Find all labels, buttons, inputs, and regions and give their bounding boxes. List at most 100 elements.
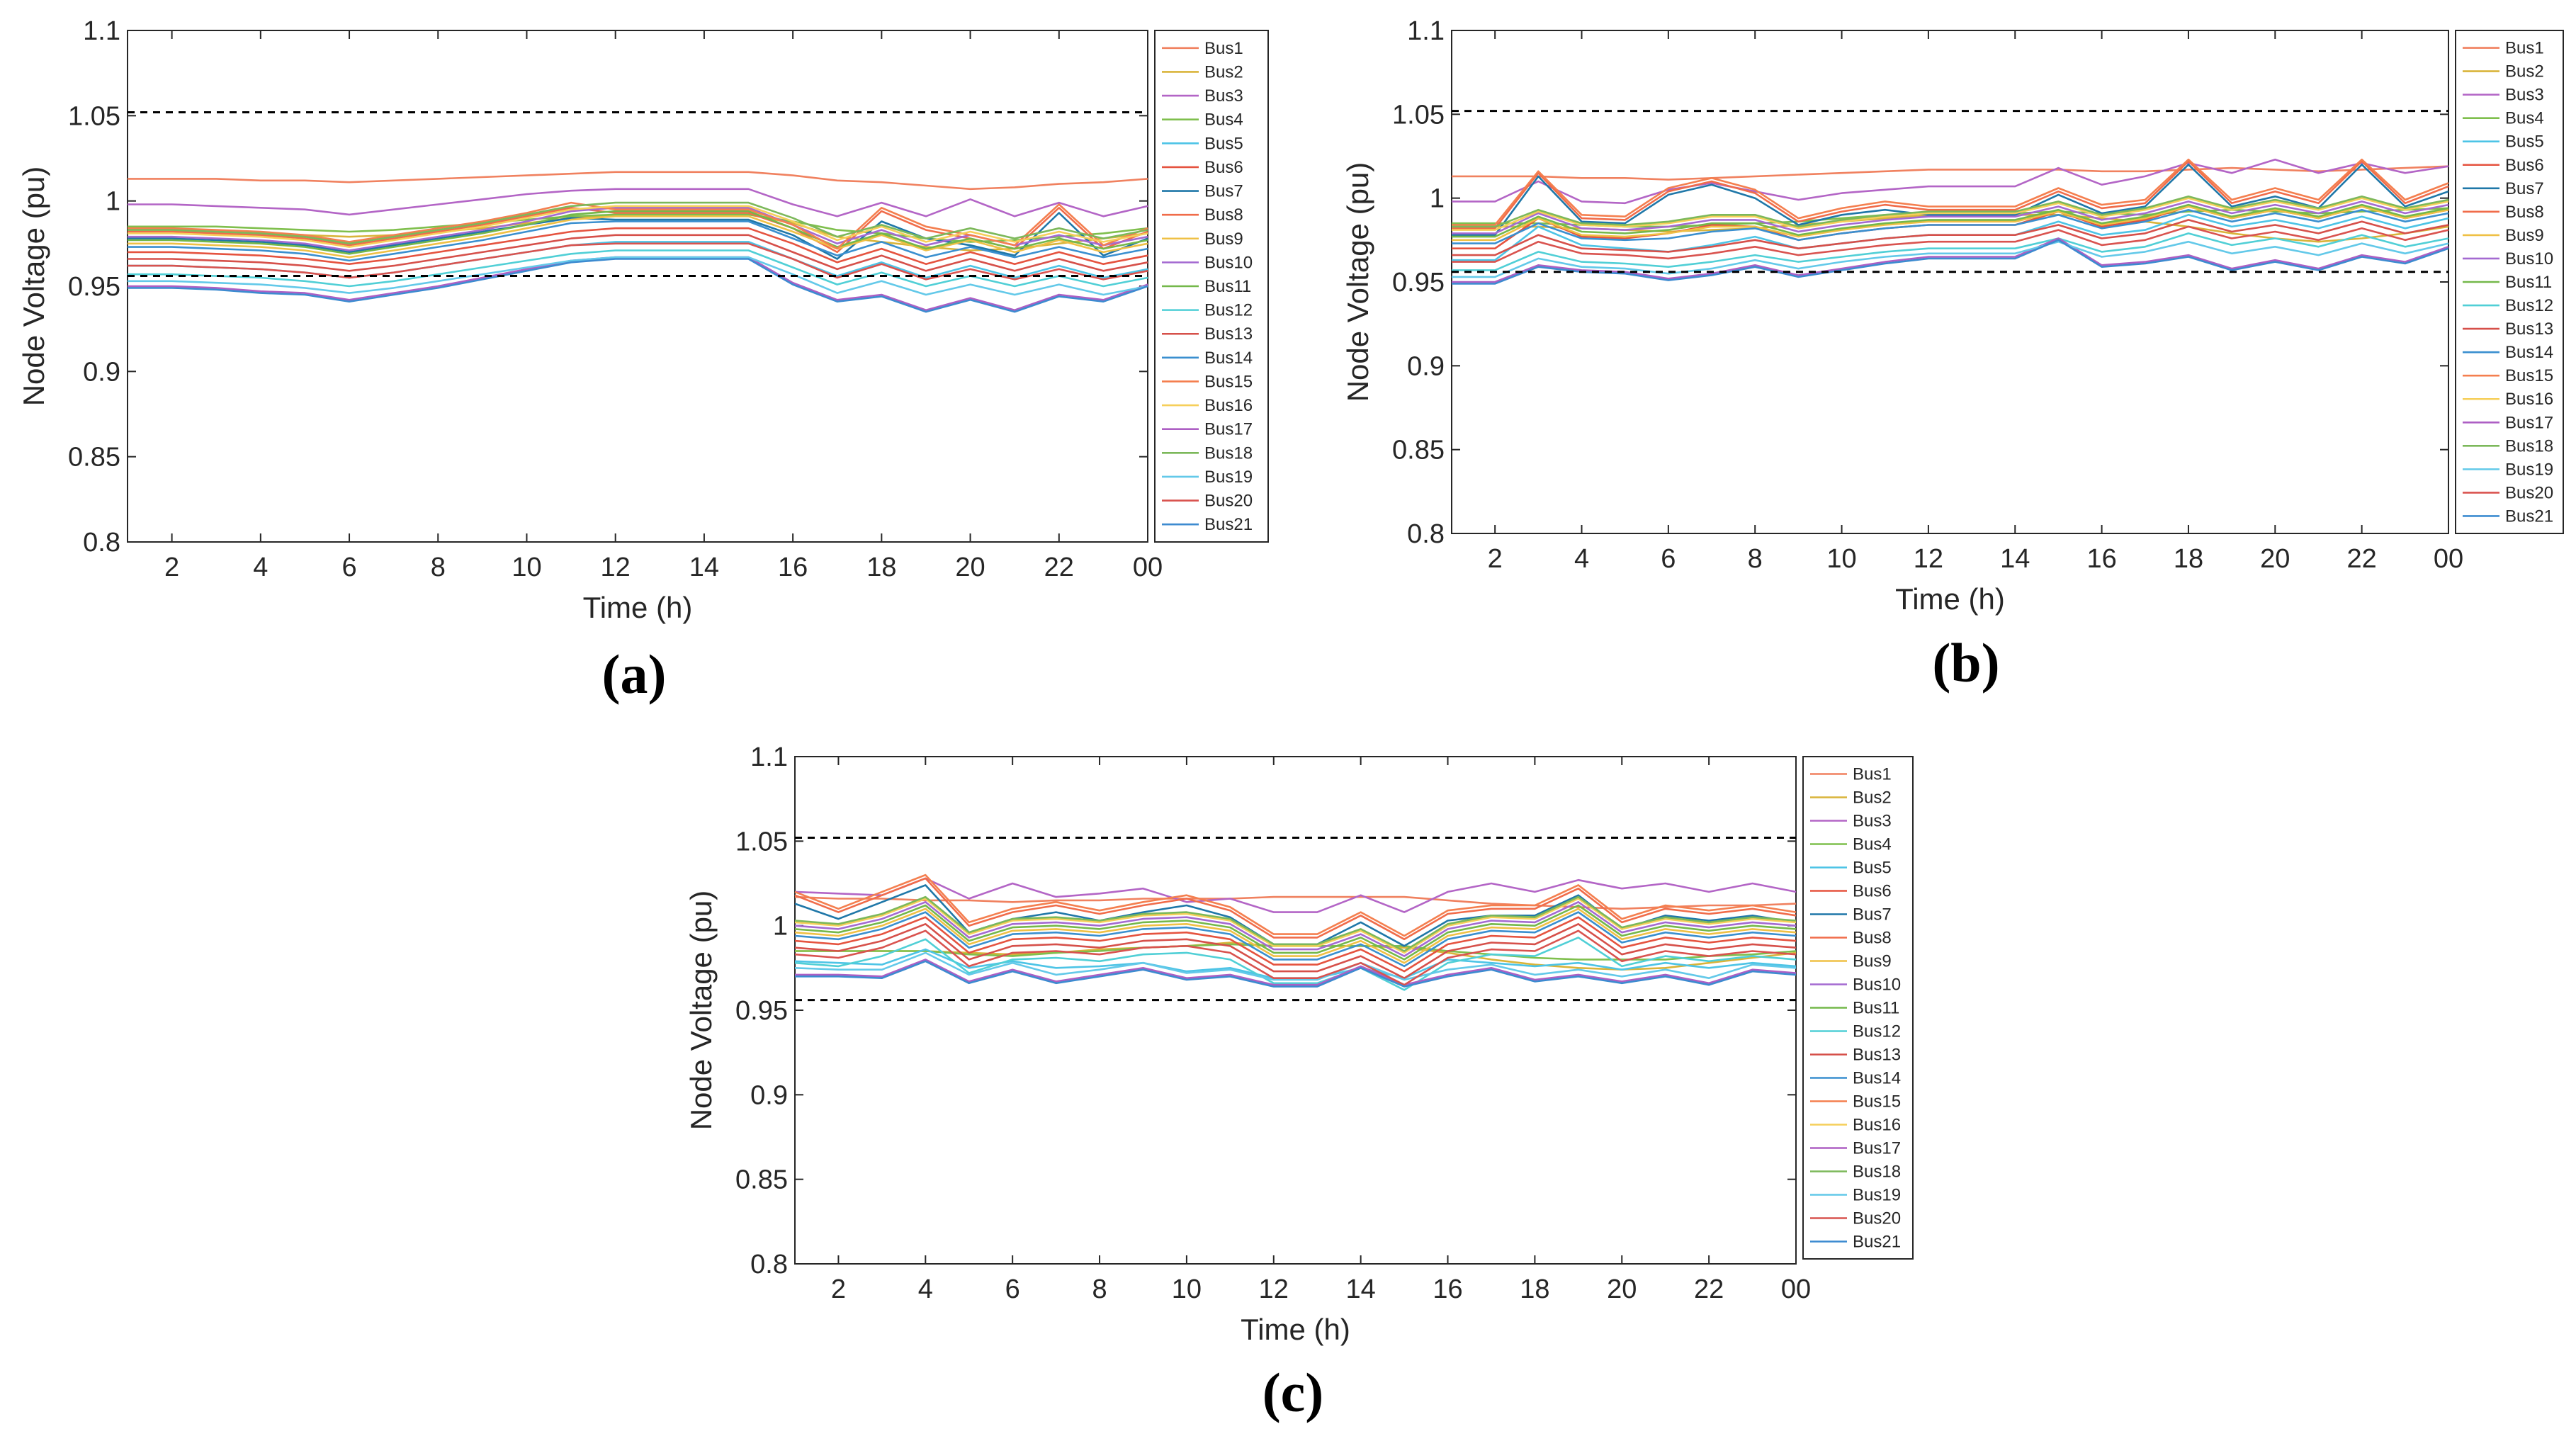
x-tick-label: 14 [2000,544,2030,574]
x-tick-label: 10 [1172,1274,1202,1304]
legend-entry: Bus9 [2505,226,2544,245]
series-line-bus11 [794,904,1797,961]
x-tick-label: 4 [253,553,268,582]
y-tick-label: 1.1 [83,16,120,46]
x-tick-label: 10 [512,553,541,582]
legend-entry: Bus11 [2505,273,2552,292]
legend-entry: Bus21 [2505,507,2553,526]
legend-entry: Bus18 [1853,1163,1901,1182]
x-tick-label: 6 [1661,544,1676,574]
x-tick-label: 2 [164,553,179,582]
legend-entry: Bus5 [1853,859,1892,878]
panel-c: 2 4 6 8 10 12 14 16 18 20 22 00 0.8 0.85 0.9 0.95 1 1.05 1… [684,742,1914,1423]
legend-entry: Bus4 [2505,109,2544,128]
legend-entry: Bus1 [1853,765,1892,784]
series-line-bus12 [794,937,1797,991]
series-line-bus17 [795,959,1797,986]
x-tick-label: 18 [866,553,896,582]
y-axis-title: Node Voltage (pu) [17,166,50,407]
legend-entry: Bus1 [1204,39,1243,58]
legend-entry: Bus7 [1853,905,1892,925]
legend-entry: Bus13 [1204,324,1253,344]
series-line-bus18 [1452,195,2449,228]
x-tick-label: 22 [1694,1274,1724,1304]
y-tick-label: 0.95 [1392,268,1445,298]
legend-entry: Bus6 [1204,158,1243,177]
chart-b: 2 4 6 8 10 12 14 16 18 20 22 00 0.8 0.85 0.9 0.95 1 1.05 1… [1341,16,2564,616]
legend-entry: Bus15 [1853,1092,1901,1112]
x-tick-label: 12 [601,553,631,582]
x-tick-label: 2 [831,1274,846,1304]
panel-label-a: (a) [602,643,667,705]
x-tick-label: 18 [1520,1274,1549,1304]
x-tick-label: 6 [1005,1274,1020,1304]
legend-entry: Bus12 [1853,1022,1901,1041]
series-line-bus1 [1452,165,2449,181]
x-tick-label: 6 [341,553,356,582]
series-line-bus12 [128,249,1148,288]
x-tick-label: 00 [2434,544,2463,574]
series-line-bus19 [794,951,1797,981]
panel-b: 2 4 6 8 10 12 14 16 18 20 22 00 0.8 0.85 0.9 0.95 1 1.05 1… [1341,16,2564,694]
plot-area [1451,30,2449,534]
y-tick-label: 0.9 [83,357,120,387]
y-tick-label: 1 [106,187,120,217]
legend-entry: Bus13 [1853,1046,1901,1065]
legend: Bus1 Bus2 Bus3 Bus4 Bus5 Bus6 Bus7 Bus8 Bus9 Bus1… [1154,30,1269,543]
legend-entry: Bus11 [1853,999,1899,1018]
legend-entry: Bus10 [1204,253,1253,272]
y-tick-label: 1.1 [750,742,788,772]
series-line-bus3 [794,877,1797,913]
legend-entry: Bus2 [2505,62,2544,81]
legend-entry: Bus5 [2505,132,2544,152]
series-line-bus13 [1452,219,2449,256]
x-tick-label: 8 [1092,1274,1107,1304]
legend-entry: Bus1 [2505,39,2544,58]
legend-entry: Bus16 [2505,390,2553,409]
series-line-bus15 [794,874,1797,937]
x-tick-label: 16 [1433,1274,1462,1304]
x-tick-label: 22 [2347,544,2377,574]
x-tick-label: 16 [2086,544,2116,574]
chart-a: 2 4 6 8 10 12 14 16 18 20 22 00 0.8 0.85 0.9 0.95 1 1.05 1… [17,16,1269,624]
series-line-bus21 [128,258,1148,313]
series-line-bus16 [128,205,1148,248]
x-axis-title: Time (h) [583,591,693,624]
legend-entry: Bus16 [1204,396,1253,415]
series-line-bus21 [795,960,1797,988]
series-line-bus3 [128,188,1148,217]
series-line-bus9 [1452,205,2449,242]
legend-entry: Bus12 [2505,296,2553,315]
series-line-bus12 [1452,232,2449,271]
series-line-bus8 [794,877,1797,941]
panel-a: 2 4 6 8 10 12 14 16 18 20 22 00 0.8 0.85 0.9 0.95 1 1.05 1… [17,16,1269,705]
legend-entry: Bus21 [1853,1233,1901,1252]
plot-area [794,756,1797,1265]
series-line-bus8 [1452,160,2449,230]
panel-label-b: (b) [1932,632,1999,694]
legend-entry: Bus20 [1204,492,1253,511]
y-tick-label: 1 [773,912,788,942]
x-tick-label: 4 [918,1274,933,1304]
series-line-bus16 [1452,197,2449,231]
legend: Bus1 Bus2 Bus3 Bus4 Bus5 Bus6 Bus7 Bus8 Bus9 Bus1… [2455,30,2564,534]
series-line-bus10 [1452,200,2449,234]
x-tick-label: 12 [1259,1274,1289,1304]
series-line-bus7 [1452,164,2449,237]
y-tick-label: 0.95 [68,272,120,302]
series-line-bus14 [1452,208,2449,244]
legend: Bus1 Bus2 Bus3 Bus4 Bus5 Bus6 Bus7 Bus8 Bus9 Bus1… [1802,756,1914,1260]
legend-entry: Bus17 [1853,1139,1901,1158]
legend-entry: Bus21 [1204,515,1253,534]
x-tick-label: 18 [2174,544,2203,574]
series-line-bus21 [1452,239,2449,285]
y-tick-label: 0.9 [1407,351,1445,381]
series-line-bus15 [1452,158,2449,226]
x-axis-title: Time (h) [1895,582,2005,616]
legend-entry: Bus4 [1853,835,1892,854]
x-tick-label: 4 [1574,544,1589,574]
x-tick-label: 14 [689,553,719,582]
legend-entry: Bus9 [1204,230,1243,249]
x-tick-label: 20 [2260,544,2290,574]
